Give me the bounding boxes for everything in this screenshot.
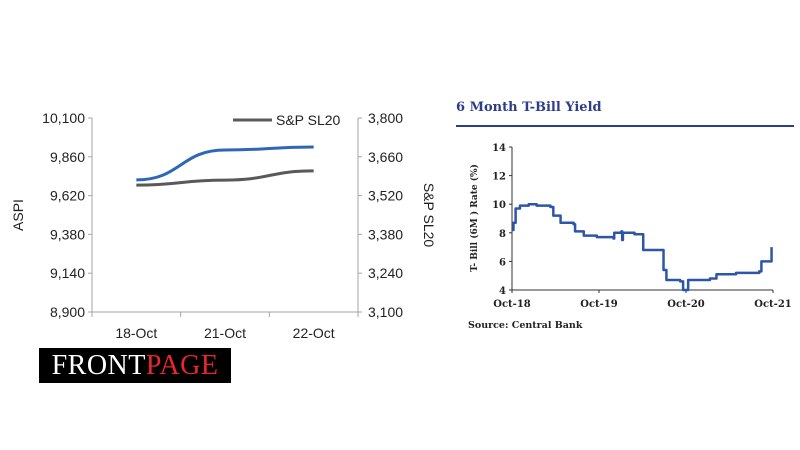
y2-tick-label: 3,800 bbox=[368, 110, 403, 126]
x-tick-label: Oct-19 bbox=[580, 299, 618, 310]
y-tick-label: 10 bbox=[492, 200, 506, 211]
y2-tick-label: 3,100 bbox=[368, 304, 403, 320]
y2-axis-title: S&P SL20 bbox=[421, 183, 437, 248]
y-tick-label: 12 bbox=[492, 172, 506, 183]
x-tick-label: 22-Oct bbox=[293, 325, 335, 341]
y-tick-label: 4 bbox=[499, 286, 506, 297]
chart-title: 6 Month T-Bill Yield bbox=[456, 100, 602, 115]
source-note: Source: Central Bank bbox=[468, 320, 583, 331]
y2-tick-label: 3,380 bbox=[368, 226, 403, 242]
y-axis-title: ASPI bbox=[10, 199, 26, 231]
y-tick-label: 14 bbox=[492, 143, 506, 154]
series-line-s-p-sl20 bbox=[136, 169, 314, 187]
y-tick-label: 8 bbox=[499, 229, 506, 240]
x-tick-label: Oct-20 bbox=[667, 299, 705, 310]
y-tick-label: 9,620 bbox=[50, 188, 85, 204]
y-tick-label: 9,140 bbox=[50, 265, 85, 281]
x-tick-label: 18-Oct bbox=[115, 325, 157, 341]
frontpage-logo: FRONTPAGE bbox=[39, 348, 231, 383]
y-axis-title: T- Bill (6M ) Rate (%) bbox=[469, 164, 480, 272]
x-tick-label: Oct-21 bbox=[754, 299, 792, 310]
y2-tick-label: 3,660 bbox=[368, 149, 403, 165]
y-tick-label: 9,860 bbox=[50, 149, 85, 165]
y-tick-label: 6 bbox=[499, 257, 506, 268]
legend-label: S&P SL20 bbox=[276, 112, 341, 128]
y2-tick-label: 3,240 bbox=[368, 265, 403, 281]
y-tick-label: 10,100 bbox=[42, 110, 85, 126]
x-tick-label: 21-Oct bbox=[204, 325, 246, 341]
y2-tick-label: 3,520 bbox=[368, 188, 403, 204]
series-line-aspi bbox=[136, 145, 314, 182]
y-tick-label: 8,900 bbox=[50, 304, 85, 320]
y-tick-label: 9,380 bbox=[50, 226, 85, 242]
x-tick-label: Oct-18 bbox=[493, 299, 531, 310]
t-bill-yield-line bbox=[512, 202, 773, 292]
